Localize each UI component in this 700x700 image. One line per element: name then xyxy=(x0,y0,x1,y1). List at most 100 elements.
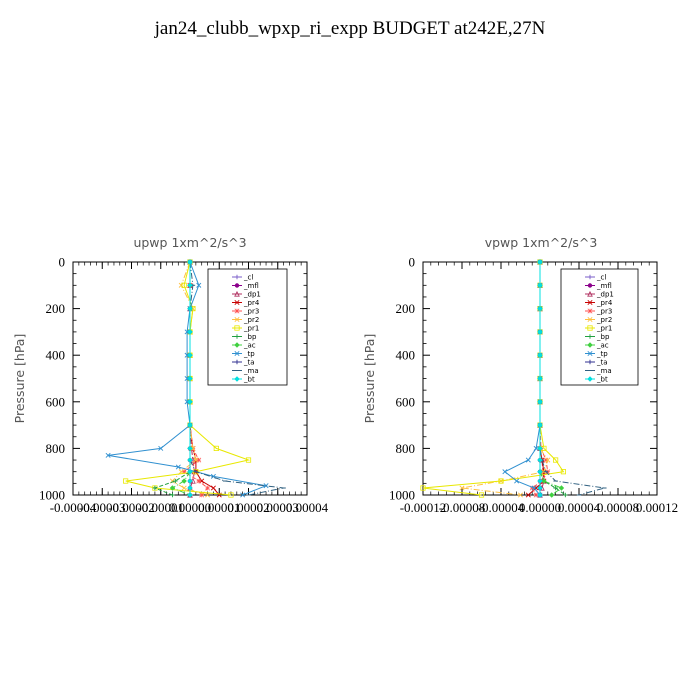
y-tick-label: 1000 xyxy=(389,488,415,503)
series-marker xyxy=(525,492,531,498)
series-marker xyxy=(196,282,202,288)
series-marker xyxy=(545,457,551,463)
series-marker xyxy=(549,492,555,498)
series-marker xyxy=(205,492,211,498)
legend-marker xyxy=(234,283,240,288)
x-tick-label: -0.00004 xyxy=(50,500,97,515)
x-tick-label: 0.00012 xyxy=(636,500,678,515)
legend-marker xyxy=(234,325,240,331)
series-marker xyxy=(543,457,549,463)
x-tick-label: -0.00001 xyxy=(137,500,184,515)
series-marker xyxy=(537,445,543,452)
series-marker xyxy=(529,485,535,491)
series-marker xyxy=(478,492,485,498)
y-tick-label: 600 xyxy=(46,394,66,409)
legend-label: _pr1 xyxy=(243,325,259,333)
legend-label: _ac xyxy=(243,342,256,350)
series-marker xyxy=(541,478,547,484)
series-marker xyxy=(537,422,543,428)
series-marker xyxy=(537,485,543,491)
x-tick-label: 0.00004 xyxy=(286,500,329,515)
panel-title: vpwp 1xm^2/s^3 xyxy=(485,235,598,250)
series-marker xyxy=(537,352,543,358)
series-marker xyxy=(187,399,193,405)
series-marker xyxy=(563,492,568,498)
series-marker xyxy=(228,492,234,498)
series-marker xyxy=(187,259,193,265)
legend-label: _ac xyxy=(596,342,609,350)
legend-marker xyxy=(234,334,240,339)
legend-label: _mfl xyxy=(243,282,259,290)
series-marker xyxy=(123,478,129,484)
legend-marker xyxy=(234,359,240,365)
legend-label: _pr2 xyxy=(596,316,612,324)
series-marker xyxy=(560,469,567,475)
x-tick-label: 0.00001 xyxy=(198,500,240,515)
legend-label: _ta xyxy=(596,359,608,367)
series-marker xyxy=(199,492,205,498)
legend-marker xyxy=(587,299,593,306)
legend-label: _dp1 xyxy=(243,291,261,299)
x-tick-label: 0.00002 xyxy=(227,500,269,515)
legend-marker xyxy=(234,376,240,382)
x-tick-label: 0.00004 xyxy=(558,500,601,515)
series-marker xyxy=(184,375,190,382)
series-marker xyxy=(169,485,176,491)
series-marker xyxy=(502,469,508,475)
series-marker xyxy=(181,282,187,288)
upwp-panel: upwp 1xm^2/s^3 Pressure [hPa] 0 200 400 600 80… xyxy=(12,235,329,515)
series-marker xyxy=(173,478,178,484)
legend-marker xyxy=(234,316,240,323)
legend-label: _bt xyxy=(596,376,608,384)
series-marker xyxy=(553,485,558,491)
x-tick-label: 0.00000 xyxy=(169,500,211,515)
y-tick-label: 400 xyxy=(46,348,66,363)
series-marker xyxy=(193,457,199,463)
series-path xyxy=(503,262,541,496)
series-marker xyxy=(187,352,193,358)
series-marker xyxy=(181,469,187,475)
series-marker xyxy=(537,305,543,312)
series-marker xyxy=(152,485,158,491)
x-tick-label: -0.00008 xyxy=(439,500,486,515)
legend-marker xyxy=(234,350,240,357)
series-marker xyxy=(525,457,531,463)
series-marker xyxy=(553,457,559,463)
series-marker xyxy=(175,464,181,470)
panel-title: upwp 1xm^2/s^3 xyxy=(133,235,246,250)
legend-marker xyxy=(587,342,593,348)
series-marker xyxy=(498,478,504,484)
y-tick-label: 800 xyxy=(396,441,416,456)
series-marker xyxy=(187,492,193,498)
legend-marker xyxy=(587,359,593,365)
series-bt-line xyxy=(187,259,193,498)
series-marker xyxy=(187,375,193,382)
series-marker xyxy=(245,457,252,463)
series-marker xyxy=(537,469,543,475)
series-marker xyxy=(210,485,216,491)
legend-marker xyxy=(587,376,593,382)
legend-box xyxy=(207,268,288,386)
series-pr2-line xyxy=(459,259,551,498)
series-marker xyxy=(187,478,193,484)
series-marker xyxy=(537,375,543,382)
figure-title: jan24_clubb_wpxp_ri_expp BUDGET at242E,2… xyxy=(154,18,546,39)
x-tick-label: 0.00003 xyxy=(257,500,299,515)
y-tick-label: 400 xyxy=(396,348,416,363)
series-marker xyxy=(187,305,193,312)
legend-marker xyxy=(234,342,240,348)
series-tp-line xyxy=(502,259,543,498)
series-marker xyxy=(184,329,190,335)
legend-label: _pr4 xyxy=(596,299,613,307)
legend-label: _cl xyxy=(243,274,253,282)
series-marker xyxy=(187,485,193,491)
legend-label: _bp xyxy=(243,333,257,341)
series-marker xyxy=(181,485,187,491)
series-marker xyxy=(105,452,111,458)
legend-marker xyxy=(234,290,240,297)
legend-marker xyxy=(234,274,240,280)
series-marker xyxy=(420,485,426,491)
series-marker xyxy=(537,457,543,463)
legend-marker xyxy=(587,316,593,323)
